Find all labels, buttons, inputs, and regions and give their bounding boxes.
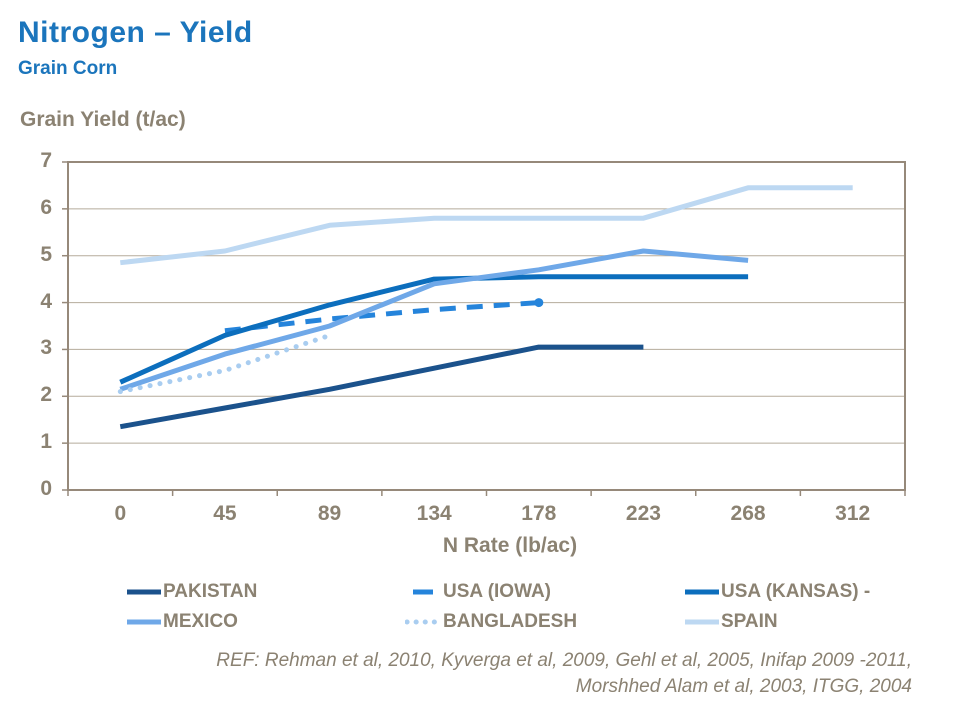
legend-swatch	[413, 589, 433, 595]
x-tick-label: 45	[213, 502, 237, 525]
legend-swatch	[127, 589, 161, 595]
series-line-mexico	[119, 248, 749, 392]
legend-label: BANGLADESH	[443, 611, 578, 632]
legend-swatch	[405, 619, 443, 625]
legend-item-usa-iowa: USA (IOWA)	[405, 580, 551, 604]
y-tick-label: 3	[40, 336, 52, 360]
legend-item-bangladesh: BANGLADESH	[405, 610, 577, 634]
page-title: Nitrogen – Yield	[18, 16, 253, 49]
legend-swatch	[685, 619, 719, 625]
series-line-spain	[120, 185, 853, 266]
legend-label: MEXICO	[163, 611, 238, 632]
x-tick-label: 0	[114, 502, 127, 525]
y-tick-label: 4	[40, 289, 52, 313]
legend-item-spain: SPAIN	[683, 610, 778, 634]
page-subtitle: Grain Corn	[18, 58, 118, 79]
y-tick-label: 1	[40, 430, 52, 454]
y-tick-label: 5	[40, 242, 52, 266]
legend-label: SPAIN	[721, 611, 778, 632]
legend-swatch	[127, 619, 161, 625]
y-tick-label: 6	[40, 195, 52, 219]
legend-item-pakistan: PAKISTAN	[125, 580, 257, 604]
y-tick-label: 2	[40, 383, 52, 407]
legend-label: USA (IOWA)	[443, 581, 552, 602]
series-line-pakistan	[119, 344, 644, 430]
y-axis-title: Grain Yield (t/ac)	[20, 108, 186, 131]
legend-item-mexico: MEXICO	[125, 610, 238, 634]
series-line-bangladesh	[117, 332, 333, 395]
x-tick-label: 178	[521, 502, 557, 525]
x-tick-label: 223	[625, 502, 661, 525]
x-tick-label: 268	[730, 502, 766, 525]
x-tick-label: 312	[835, 502, 871, 525]
x-tick-label: 89	[317, 502, 342, 525]
series-line-usa-kansas	[119, 274, 749, 385]
legend-swatch	[685, 589, 719, 595]
legend-label: PAKISTAN	[163, 581, 258, 602]
x-tick-label: 134	[416, 502, 452, 525]
reference-text-line1: REF: Rehman et al, 2010, Kyverga et al, …	[216, 650, 912, 671]
legend-item-usa-kansas: USA (KANSAS) -	[683, 580, 870, 604]
series-end-dot	[534, 298, 544, 308]
x-axis-title: N Rate (lb/ac)	[442, 534, 578, 557]
reference-text-line2: Morshhed Alam et al, 2003, ITGG, 2004	[575, 676, 912, 697]
legend-label: USA (KANSAS) -	[721, 581, 871, 602]
plot-border	[67, 161, 906, 491]
y-tick-label: 0	[40, 477, 52, 500]
y-tick-label: 7	[40, 149, 52, 172]
line-chart	[62, 161, 906, 496]
